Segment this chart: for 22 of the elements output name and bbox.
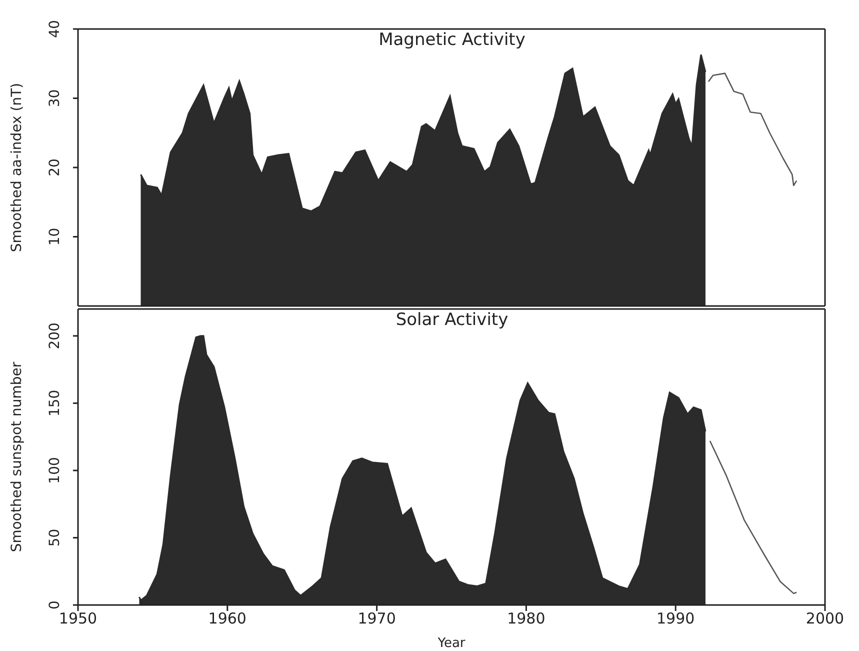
x-tick-label: 1980 [507,610,546,628]
x-tick-label: 1970 [358,610,396,628]
y-tick-label: 150 [47,390,63,417]
x-tick-label: 1990 [656,610,695,628]
y-tick-label: 50 [47,528,63,547]
y-axis-title: Smoothed aa-index (nT) [8,82,25,252]
chart-title: Magnetic Activity [378,30,526,50]
x-tick-label: 2000 [806,610,844,628]
y-tick-label: 40 [47,20,63,38]
y-tick-label: 0 [47,600,63,610]
y-tick-label: 20 [47,158,63,176]
y-axis-title: Smoothed sunspot number [8,362,25,552]
y-tick-label: 10 [47,228,63,246]
y-tick-label: 100 [47,457,63,484]
line-series [708,72,798,186]
x-axis-title: Year [436,636,466,651]
y-tick-label: 30 [47,89,63,108]
line-series [709,440,798,594]
y-tick-label: 200 [47,322,63,350]
x-tick-label: 1950 [58,610,98,628]
x-tick-label: 1960 [208,610,246,628]
chart-title: Solar Activity [394,310,510,330]
